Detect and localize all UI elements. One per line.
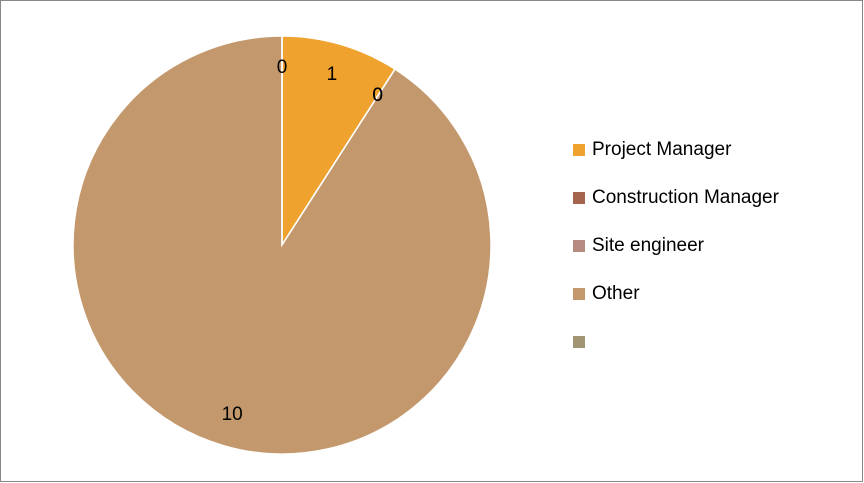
legend-swatch bbox=[573, 240, 585, 252]
legend-swatch bbox=[573, 192, 585, 204]
legend-label: Other bbox=[592, 283, 640, 304]
legend-swatch bbox=[573, 144, 585, 156]
legend-label: Project Manager bbox=[592, 139, 732, 160]
legend-swatch bbox=[573, 288, 585, 300]
legend-label: Construction Manager bbox=[592, 187, 780, 208]
legend-label: Site engineer bbox=[592, 235, 705, 256]
data-label: 0 bbox=[372, 85, 383, 106]
legend-swatch bbox=[573, 336, 585, 348]
data-label: 0 bbox=[372, 85, 383, 106]
pie-slice bbox=[281, 35, 397, 248]
data-label: 10 bbox=[222, 404, 243, 425]
data-label: 0 bbox=[277, 57, 288, 78]
data-label: 1 bbox=[327, 64, 338, 85]
